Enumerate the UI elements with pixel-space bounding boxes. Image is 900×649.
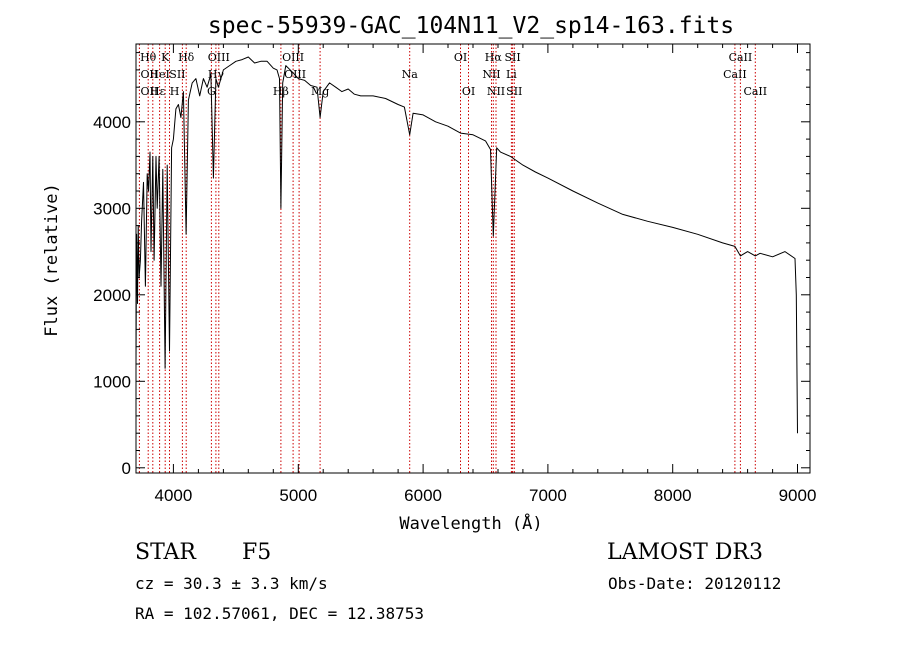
spectral-subclass: F5 [242, 540, 272, 565]
line-label-11: SII [169, 68, 185, 81]
x-tick-label-4: 8000 [654, 486, 692, 505]
line-label-27: CaII [743, 85, 767, 98]
line-label-18: OII [141, 85, 159, 98]
line-label-25: NII [487, 85, 505, 98]
y-tick-label-4: 4000 [93, 113, 131, 132]
line-label-22: Hβ [273, 85, 289, 98]
line-label-0: Hθ [140, 51, 157, 64]
y-tick-label-2: 2000 [93, 286, 131, 305]
line-label-14: Na [402, 68, 419, 81]
flux-series [135, 56, 798, 434]
y-axis-label: Flux (relative) [42, 183, 62, 337]
emission-line-markers [138, 44, 756, 473]
line-label-23: Mg [311, 85, 329, 98]
series-line-flux [135, 56, 798, 434]
line-label-24: OI [462, 85, 475, 98]
axes: 4000 5000 6000 7000 8000 9000 0 1000 2000 3000 400… [93, 43, 817, 505]
line-label-20: H [170, 85, 180, 98]
x-tick-label-3: 7000 [529, 486, 567, 505]
x-tick-label-5: 9000 [779, 486, 817, 505]
x-tick-label-0: 4000 [154, 486, 192, 505]
line-label-5: OI [454, 51, 467, 64]
line-label-1: K [161, 51, 170, 64]
x-axis-label: Wavelength (Å) [399, 512, 542, 534]
survey-name: LAMOST DR3 [607, 540, 763, 565]
y-tick-label-0: 0 [122, 459, 131, 478]
line-label-26: SII [506, 85, 522, 98]
x-tick-label-1: 5000 [279, 486, 317, 505]
line-label-4: OIII [282, 51, 304, 64]
line-label-19: Hε [150, 85, 166, 98]
plot-frame [135, 43, 811, 474]
line-label-6: Hα [485, 51, 503, 64]
line-label-17: CaII [723, 68, 747, 81]
object-class: STAR [135, 540, 196, 565]
x-tick-label-2: 6000 [404, 486, 442, 505]
line-label-9: OII [141, 68, 159, 81]
line-label-16: Li [506, 68, 517, 81]
line-label-7: SII [504, 51, 520, 64]
y-tick-label-3: 3000 [93, 199, 131, 218]
obs-date: Obs-Date: 20120112 [608, 574, 782, 593]
coordinates: RA = 102.57061, DEC = 12.38753 [135, 604, 424, 623]
line-label-2: Hδ [178, 51, 195, 64]
chart-title: spec-55939-GAC_104N11_V2_sp14-163.fits [208, 13, 734, 39]
y-tick-label-1: 1000 [93, 372, 131, 391]
redshift-cz: cz = 30.3 ± 3.3 km/s [135, 574, 328, 593]
line-label-3: OIII [208, 51, 230, 64]
line-label-15: NII [482, 68, 500, 81]
line-label-12: Hγ [208, 68, 225, 81]
line-label-8: CaII [729, 51, 753, 64]
line-label-10: HeI [149, 68, 169, 81]
